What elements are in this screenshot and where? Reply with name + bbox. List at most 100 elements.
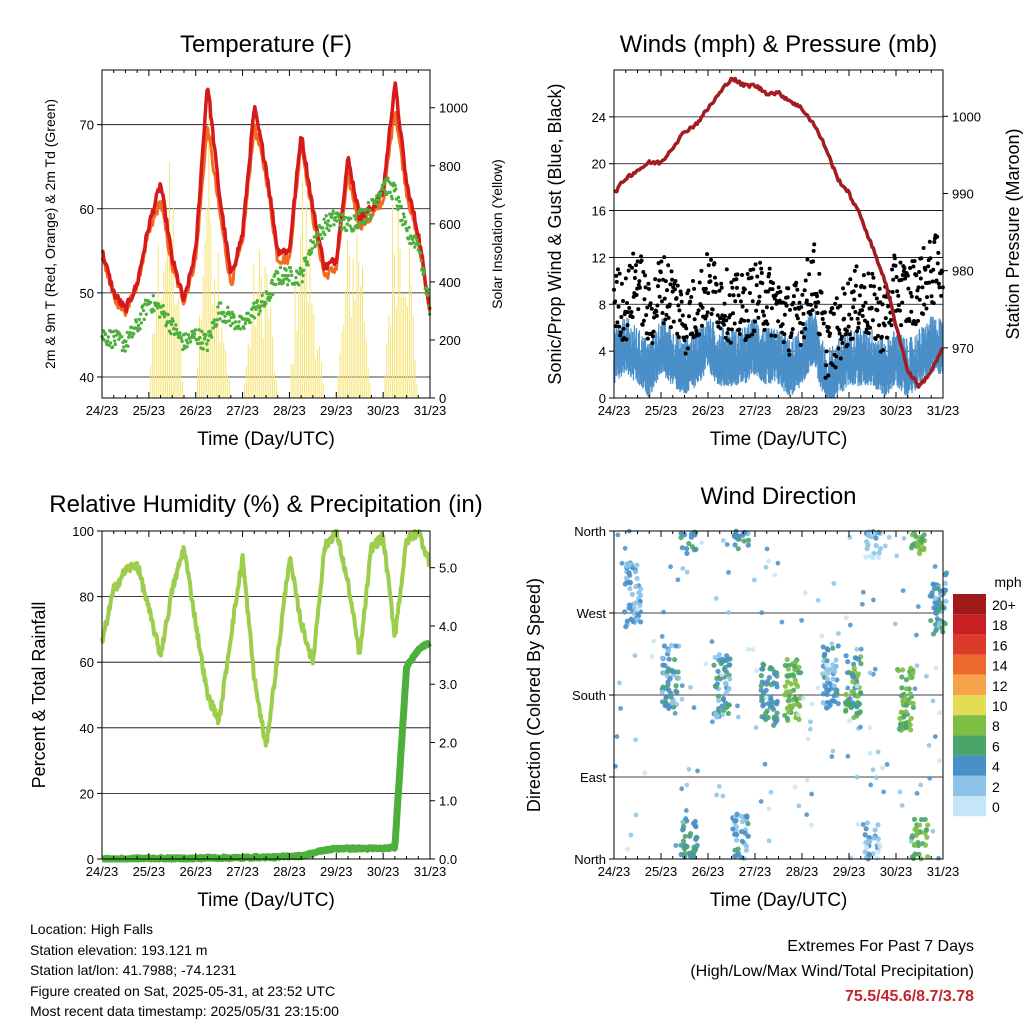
gust-point xyxy=(854,264,859,269)
dewpoint-point xyxy=(366,201,371,205)
gust-point xyxy=(665,288,670,293)
direction-point xyxy=(774,710,780,716)
gust-point xyxy=(618,333,623,338)
direction-point xyxy=(782,712,788,719)
gust-point xyxy=(646,281,651,286)
gust-point xyxy=(882,323,887,328)
dewpoint-point xyxy=(304,256,308,260)
gust-point xyxy=(802,335,807,340)
direction-point xyxy=(899,803,905,808)
gust-point xyxy=(773,334,778,339)
gust-point xyxy=(662,255,667,260)
direction-point xyxy=(864,820,871,826)
direction-point xyxy=(791,663,798,670)
dewpoint-point xyxy=(186,333,191,337)
latlon-text: Station lat/lon: 41.7988; -74.1231 xyxy=(30,962,237,978)
gust-point xyxy=(666,263,671,268)
direction-point xyxy=(734,837,740,843)
dir-ytick-label: North xyxy=(574,852,606,867)
direction-point xyxy=(772,572,778,578)
gust-point xyxy=(641,270,646,275)
dewpoint-point xyxy=(148,300,153,305)
direction-point xyxy=(735,546,741,552)
dewpoint-point xyxy=(192,335,196,339)
gust-point xyxy=(770,287,775,292)
direction-point xyxy=(618,706,623,711)
gust-point xyxy=(810,308,815,313)
gust-point xyxy=(769,333,774,338)
gust-point xyxy=(778,289,783,294)
direction-point xyxy=(668,690,674,696)
gust-point xyxy=(686,288,691,293)
direction-point xyxy=(809,822,814,828)
dewpoint-point xyxy=(205,348,210,353)
gust-point xyxy=(619,314,624,319)
gust-point xyxy=(745,272,750,277)
gust-point xyxy=(660,310,665,315)
direction-point xyxy=(832,664,839,670)
direction-point xyxy=(903,720,909,726)
gust-point xyxy=(655,284,660,289)
dewpoint-point xyxy=(144,312,148,316)
gust-point xyxy=(847,332,852,337)
dewpoint-point xyxy=(216,305,220,309)
dewpoint-point xyxy=(126,344,130,348)
direction-point xyxy=(933,628,939,634)
dewpoint-point xyxy=(289,269,293,274)
gust-point xyxy=(852,297,857,302)
dewpoint-point xyxy=(297,283,301,287)
gust-point xyxy=(630,315,635,320)
dewpoint-point xyxy=(273,282,278,287)
dewpoint-point xyxy=(252,316,257,320)
gust-point xyxy=(797,300,802,305)
gust-point xyxy=(640,322,645,327)
direction-point xyxy=(880,765,885,771)
direction-point xyxy=(633,600,639,606)
direction-point xyxy=(820,644,826,650)
gust-point xyxy=(651,329,656,334)
dewpoint-point xyxy=(186,341,190,345)
direction-point xyxy=(743,847,749,853)
dewpoint-point xyxy=(180,339,184,344)
direction-point xyxy=(659,634,665,639)
dewpoint-point xyxy=(281,280,286,285)
direction-point xyxy=(851,714,857,721)
dewpoint-point xyxy=(325,223,330,227)
direction-point xyxy=(719,672,725,678)
legend-label: 18 xyxy=(992,617,1008,633)
direction-point xyxy=(745,821,751,827)
dewpoint-point xyxy=(354,217,358,221)
direction-point xyxy=(774,684,780,690)
gust-point xyxy=(684,326,689,331)
direction-point xyxy=(858,646,864,652)
dewpoint-point xyxy=(236,324,241,328)
direction-point xyxy=(847,622,853,628)
direction-point xyxy=(858,661,864,667)
direction-point xyxy=(872,531,878,537)
direction-point xyxy=(683,816,689,821)
direction-point xyxy=(785,698,791,704)
gust-point xyxy=(724,267,729,272)
direction-point xyxy=(745,833,751,839)
legend-label: 6 xyxy=(992,738,1000,754)
gust-point xyxy=(737,332,742,337)
temp-y2tick-label: 0 xyxy=(439,391,446,406)
gust-point xyxy=(914,295,919,300)
direction-point xyxy=(873,775,879,781)
direction-point xyxy=(730,826,736,832)
dewpoint-point xyxy=(400,218,404,223)
direction-point xyxy=(712,711,719,717)
direction-point xyxy=(760,703,766,709)
direction-point xyxy=(675,675,682,681)
dewpoint-point xyxy=(243,321,248,326)
dewpoint-point xyxy=(212,318,217,322)
direction-point xyxy=(881,789,886,795)
gust-point xyxy=(800,322,805,327)
gust-point xyxy=(896,293,901,298)
direction-point xyxy=(724,653,730,659)
dewpoint-point xyxy=(122,345,126,349)
gust-point xyxy=(731,293,736,298)
direction-point xyxy=(726,686,732,692)
gust-point xyxy=(736,293,741,298)
direction-point xyxy=(673,643,679,649)
